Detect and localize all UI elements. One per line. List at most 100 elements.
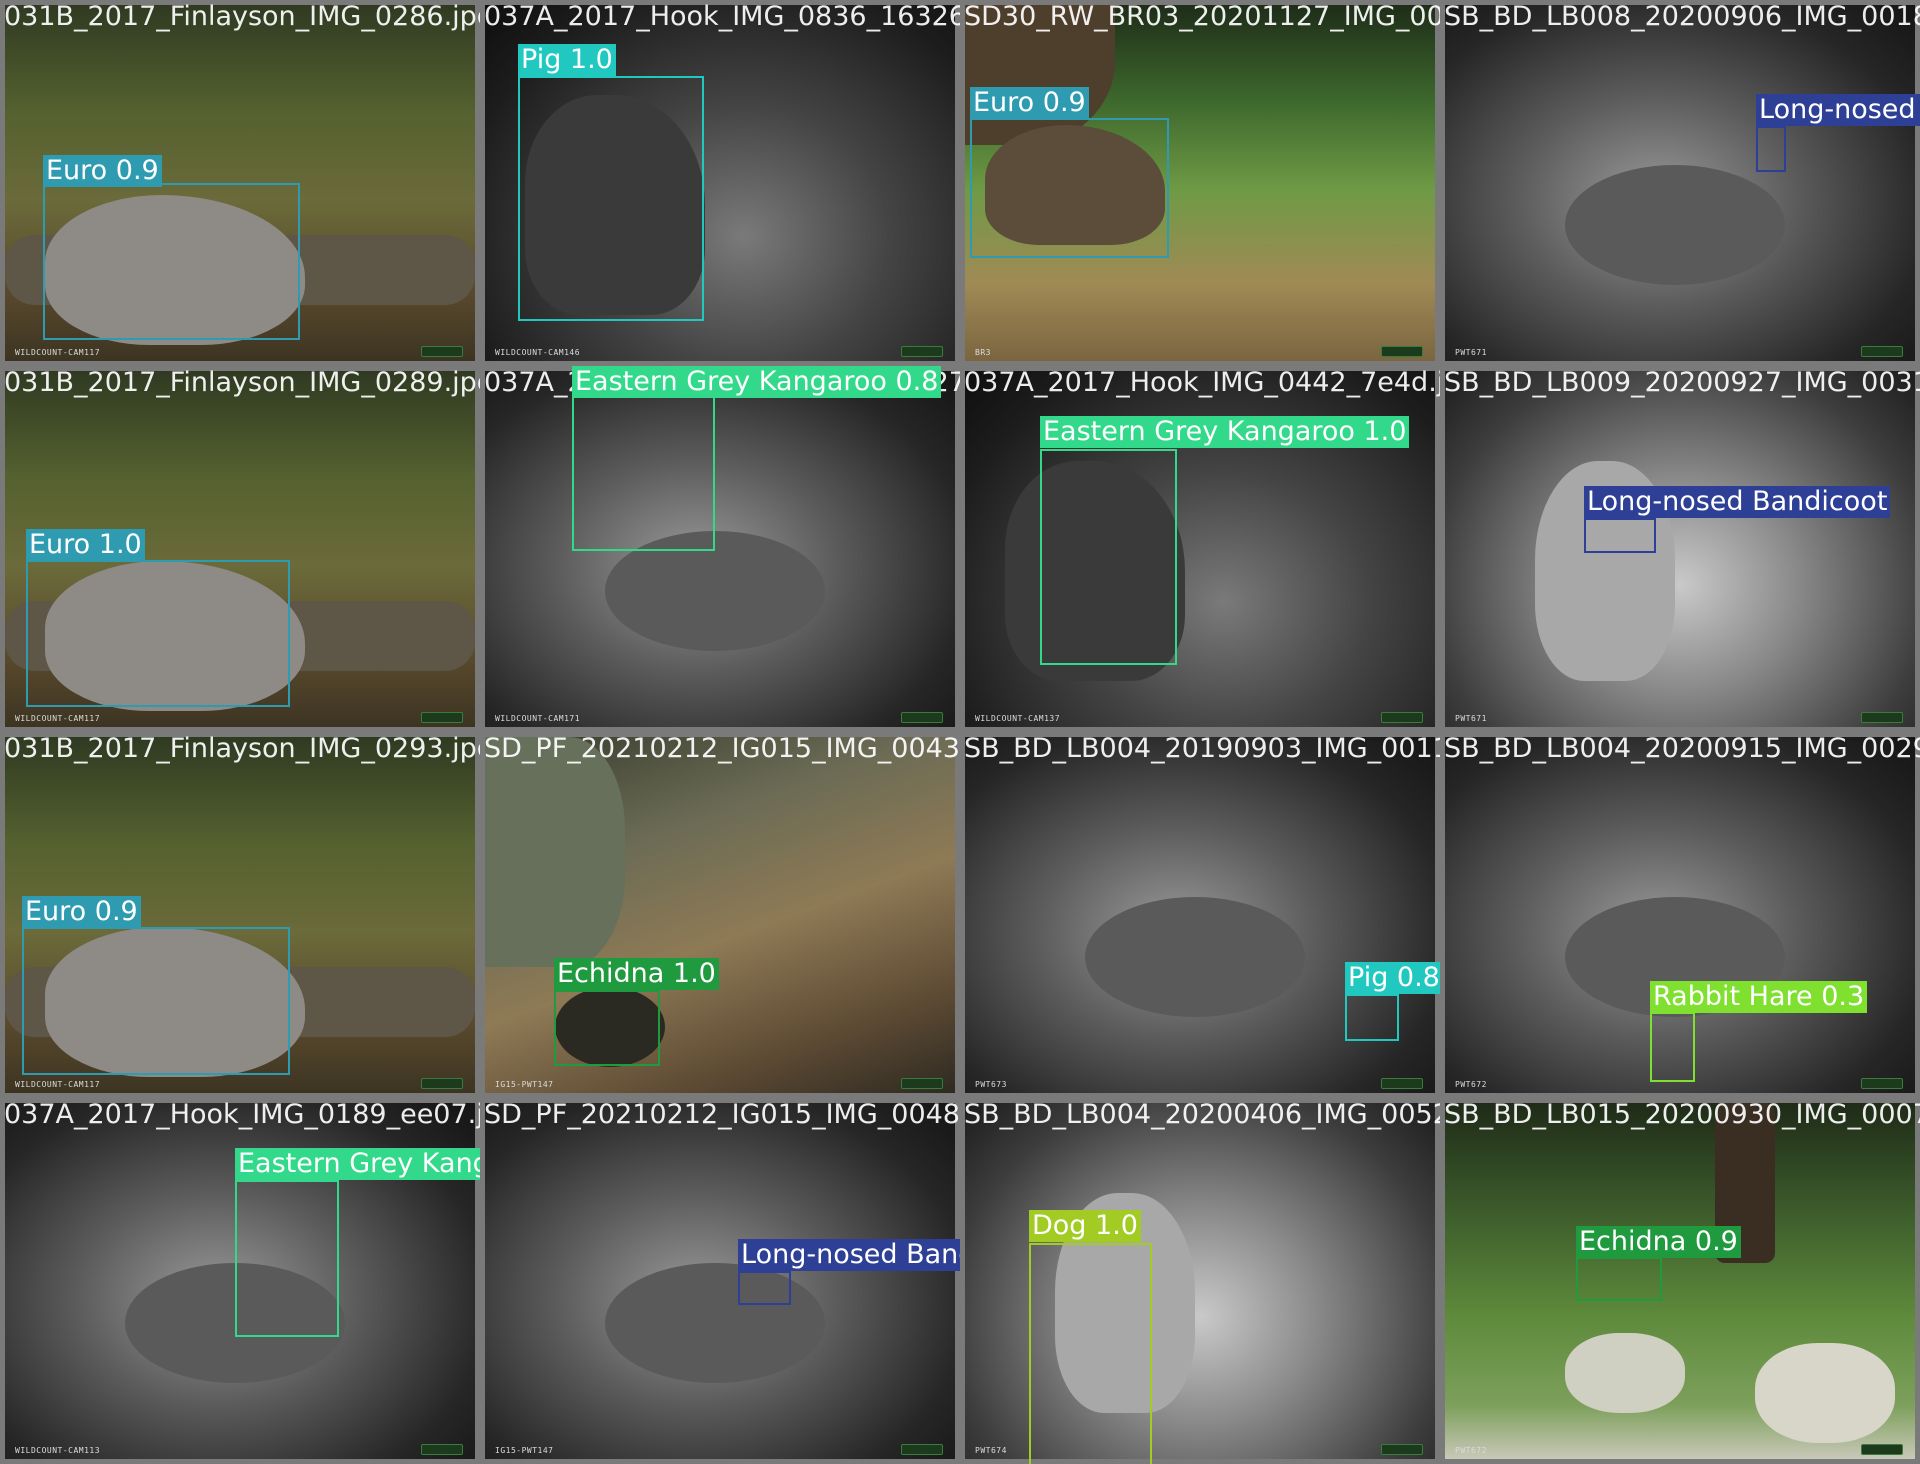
camera-trap-photo: IG15-PWT147 [485,1103,955,1459]
mosaic-tile: WILDCOUNT-CAM146 037A_2017_Hook_IMG_0836_… [480,0,960,366]
detection-box [970,118,1169,258]
detection-box [738,1271,791,1305]
camera-brand-logo [901,346,943,357]
camera-id: BR3 [975,348,991,357]
image-filename: SB_BD_LB004_20200406_IMG_0052.jpg [964,1099,1440,1130]
camera-brand-logo [421,1078,463,1089]
scene-shape [605,1263,825,1383]
image-filename: 031B_2017_Finlayson_IMG_0293.jpg [4,733,480,764]
mosaic-tile: PWT671 SB_BD_LB009_20200927_IMG_0031.jpg L… [1440,366,1920,732]
mosaic-tile: IG15-PWT147 SD_PF_20210212_IG015_IMG_0048… [480,1098,960,1464]
camera-id: PWT672 [1455,1080,1487,1089]
camera-id: WILDCOUNT-CAM146 [495,348,581,357]
scene-shape [1755,1343,1895,1443]
detection-box [26,560,290,707]
detection-label: Long-nosed Bandicoot 0.7 [1756,94,1920,126]
detection-label: Euro 0.9 [22,896,141,928]
camera-id: WILDCOUNT-CAM137 [975,714,1061,723]
scene-shape [525,95,705,315]
scene-shape [45,561,305,711]
scene-shape [45,927,305,1077]
camera-id: PWT674 [975,1446,1007,1455]
image-filename: SB_BD_LB004_20200915_IMG_0029.jpg [1444,733,1920,764]
image-filename: SD30_RW_BR03_20201127_IMG_0006.jpg [964,1,1440,32]
scene-shape [485,737,625,967]
camera-id: IG15-PWT147 [495,1446,554,1455]
mosaic-tile: BR3 SD30_RW_BR03_20201127_IMG_0006.jpg Eur… [960,0,1440,366]
camera-trap-photo: PWT672 [1445,1103,1915,1459]
camera-trap-photo: PWT672 [1445,737,1915,1093]
detection-box [1345,994,1399,1041]
image-filename: SD_PF_20210212_IG015_IMG_0048.jpg [484,1099,960,1130]
mosaic-tile: PWT674 SB_BD_LB004_20200406_IMG_0052.jpg D… [960,1098,1440,1464]
image-filename: 037A_2017_Hook_IMG_0836_163265.jpg [484,1,960,32]
scene-shape [45,195,305,345]
detection-box [1650,1012,1695,1082]
mosaic-tile: WILDCOUNT-CAM137 037A_2017_Hook_IMG_0442_… [960,366,1440,732]
detection-label: Pig 0.8 [1345,962,1440,994]
camera-brand-logo [421,712,463,723]
camera-brand-logo [901,1078,943,1089]
detection-box [1029,1243,1152,1464]
mosaic-tile: IG15-PWT147 SD_PF_20210212_IG015_IMG_0043… [480,732,960,1098]
detection-box [572,393,715,551]
mosaic-tile: PWT672 SB_BD_LB015_20200930_IMG_0007.jpg E… [1440,1098,1920,1464]
scene-shape [605,531,825,651]
mosaic-tile: WILDCOUNT-CAM117 031B_2017_Finlayson_IMG_… [0,0,480,366]
camera-trap-photo: PWT671 [1445,5,1915,361]
detection-box [235,1180,339,1337]
scene-shape [1085,897,1305,1017]
camera-id: WILDCOUNT-CAM117 [15,714,101,723]
detection-label: Dog 1.0 [1029,1210,1141,1242]
detection-label: Euro 0.9 [43,155,162,187]
scene-shape [1565,165,1785,285]
camera-id: PWT672 [1455,1446,1487,1455]
image-filename: 031B_2017_Finlayson_IMG_0286.jpg [4,1,480,32]
camera-id: WILDCOUNT-CAM117 [15,348,101,357]
camera-id: PWT673 [975,1080,1007,1089]
image-filename: SD_PF_20210212_IG015_IMG_0043.jpg [484,733,960,764]
detection-label: Echidna 0.9 [1576,1226,1741,1258]
camera-brand-logo [1381,1078,1423,1089]
detection-box [1040,449,1177,665]
mosaic-tile: WILDCOUNT-CAM117 031B_2017_Finlayson_IMG_… [0,732,480,1098]
image-filename: SB_BD_LB008_20200906_IMG_0018.jpg [1444,1,1920,32]
detection-box [43,183,300,340]
mosaic-tile: PWT673 SB_BD_LB004_20190903_IMG_0011.jpg P… [960,732,1440,1098]
camera-brand-logo [1861,1078,1903,1089]
camera-brand-logo [1381,712,1423,723]
camera-brand-logo [1861,346,1903,357]
camera-trap-photo: BR3 [965,5,1435,361]
scene-shape [1565,1333,1685,1413]
detection-label: Eastern Grey Kangaroo 1.0 [235,1148,480,1180]
detection-label: Rabbit Hare 0.3 [1650,981,1868,1013]
detection-box [518,76,704,321]
detection-label: Eastern Grey Kangaroo 0.8 [572,366,942,398]
camera-id: IG15-PWT147 [495,1080,554,1089]
mosaic-tile: PWT671 SB_BD_LB008_20200906_IMG_0018.jpg L… [1440,0,1920,366]
camera-id: PWT671 [1455,714,1487,723]
camera-trap-photo: WILDCOUNT-CAM117 [5,737,475,1093]
camera-id: WILDCOUNT-CAM117 [15,1080,101,1089]
image-filename: 031B_2017_Finlayson_IMG_0289.jpg [4,367,480,398]
detection-label: Echidna 1.0 [554,958,719,990]
detection-box [22,927,290,1075]
scene-shape [555,987,665,1067]
detection-label: Pig 1.0 [518,44,616,76]
camera-id: WILDCOUNT-CAM113 [15,1446,101,1455]
camera-id: PWT671 [1455,348,1487,357]
detection-label: Eastern Grey Kangaroo 1.0 [1040,416,1410,448]
camera-id: WILDCOUNT-CAM171 [495,714,581,723]
camera-brand-logo [421,346,463,357]
camera-trap-photo: IG15-PWT147 [485,737,955,1093]
detection-label: Euro 0.9 [970,87,1089,119]
image-filename: 037A_2017_Hook_IMG_0442_7e4d.jpg [964,367,1440,398]
camera-brand-logo [1861,1444,1903,1455]
image-filename: SB_BD_LB004_20190903_IMG_0011.jpg [964,733,1440,764]
camera-trap-photo: PWT674 [965,1103,1435,1459]
detection-box [1584,518,1656,553]
camera-trap-photo: WILDCOUNT-CAM171 [485,371,955,727]
detection-box [1756,126,1786,172]
mosaic-tile: WILDCOUNT-CAM113 037A_2017_Hook_IMG_0189_… [0,1098,480,1464]
camera-brand-logo [1381,1444,1423,1455]
